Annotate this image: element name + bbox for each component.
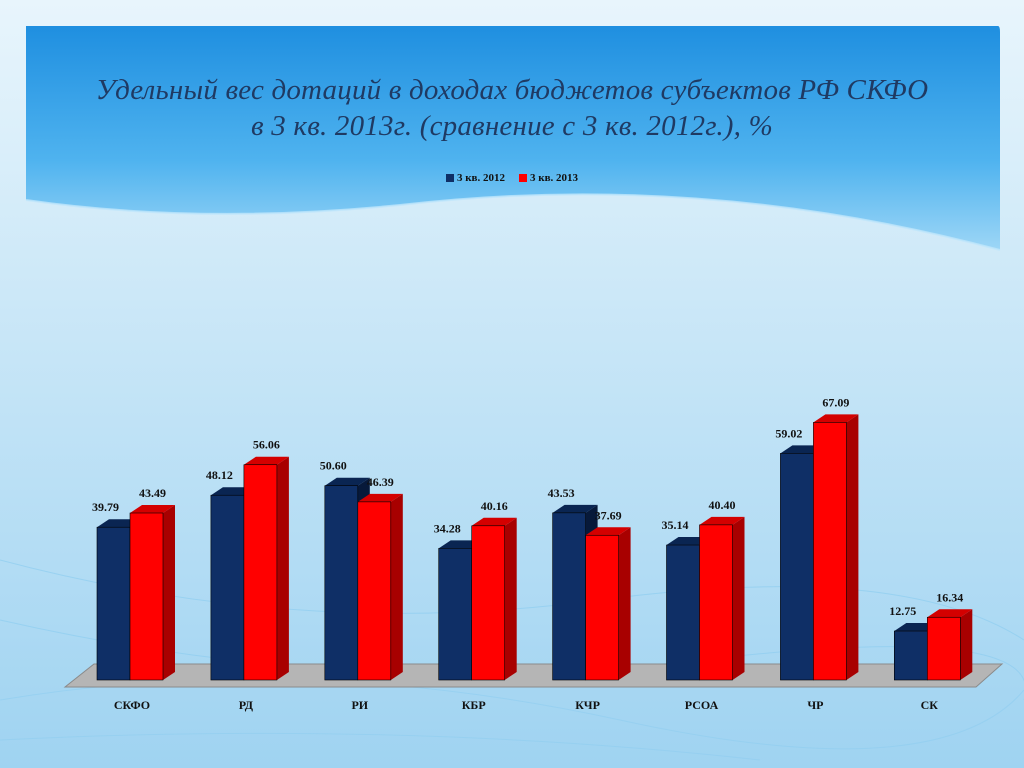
data-label: 67.09 <box>822 395 849 409</box>
bar-side <box>390 493 403 680</box>
bar-front <box>129 512 164 681</box>
x-tick-label: СКФО <box>114 698 150 712</box>
data-label: 56.06 <box>253 438 280 452</box>
data-label: 48.12 <box>206 468 233 482</box>
bar-2013-3 <box>471 517 517 681</box>
data-label: 39.79 <box>92 500 119 514</box>
bar-side <box>960 609 973 680</box>
bar-side <box>732 516 745 680</box>
data-label: 12.75 <box>889 604 916 618</box>
bar-top <box>813 414 859 423</box>
data-label: 43.53 <box>548 486 575 500</box>
bar-front <box>438 548 473 681</box>
bar-front <box>96 526 131 681</box>
x-tick-label: РСОА <box>685 698 719 712</box>
legend-swatch-2012 <box>445 174 454 182</box>
bar-side <box>846 414 859 680</box>
bar-top <box>324 477 370 486</box>
bar-top <box>585 527 631 536</box>
chart-floor <box>63 663 1004 688</box>
chart-title-line-1: Удельный вес дотаций в доходах бюджетов … <box>95 74 929 106</box>
bar-front <box>243 464 278 681</box>
legend-swatch-2013 <box>519 174 527 182</box>
x-tick-label: РД <box>239 698 254 712</box>
bar-top <box>927 609 973 618</box>
bar-front <box>357 501 392 681</box>
data-label: 59.02 <box>775 426 802 440</box>
bar-top <box>699 516 745 525</box>
bar-front <box>813 422 847 681</box>
bar-side <box>618 527 631 680</box>
bar-2013-1 <box>243 456 289 681</box>
bar-2013-0 <box>129 504 175 681</box>
bar-2013-7 <box>926 609 973 681</box>
chart-title: Удельный вес дотаций в доходах бюджетов … <box>30 72 994 144</box>
bar-front <box>666 544 700 681</box>
bar-front <box>471 525 506 681</box>
bar-front <box>893 630 928 681</box>
bar-2013-4 <box>585 527 631 681</box>
bar-top <box>243 456 289 465</box>
bar-top <box>357 493 403 502</box>
bar-2013-6 <box>813 414 859 681</box>
bar-front <box>585 534 619 681</box>
bar-top <box>130 504 175 513</box>
bar-front <box>324 485 359 681</box>
bar-front <box>699 524 733 681</box>
legend-item-2012: 3 кв. 2012 <box>445 172 505 184</box>
bar-front <box>926 616 961 681</box>
bar-top <box>552 504 598 513</box>
bar-front <box>552 512 586 681</box>
legend-item-2013: 3 кв. 2013 <box>519 172 578 184</box>
data-label: 37.69 <box>595 508 622 522</box>
chart-title-line-2: в 3 кв. 2013г. (сравнение с 3 кв. 2012г.… <box>251 110 773 142</box>
bar-side <box>163 504 175 680</box>
bar-front <box>780 453 814 681</box>
bar-2013-5 <box>699 516 745 681</box>
data-label: 34.28 <box>434 521 461 535</box>
data-label: 46.39 <box>367 475 394 489</box>
bar-side <box>504 517 517 680</box>
data-label: 43.49 <box>139 486 166 500</box>
data-label: 50.60 <box>320 459 347 473</box>
bar-top <box>471 517 517 526</box>
data-label: 35.14 <box>662 518 689 532</box>
data-label: 16.34 <box>936 590 963 604</box>
data-label: 40.16 <box>481 499 508 513</box>
x-tick-label: КБР <box>462 698 486 712</box>
x-tick-label: КЧР <box>575 698 600 712</box>
x-tick-label: СК <box>921 698 939 712</box>
chart-legend: 3 кв. 2012 3 кв. 2013 <box>0 172 1024 184</box>
data-label: 40.40 <box>709 498 736 512</box>
legend-label-2012: 3 кв. 2012 <box>456 172 505 184</box>
bar-front <box>210 494 245 681</box>
legend-label-2013: 3 кв. 2013 <box>530 172 579 184</box>
bar-2013-2 <box>357 493 403 681</box>
x-tick-label: ЧР <box>807 698 823 712</box>
bar-side <box>276 456 289 680</box>
x-tick-label: РИ <box>351 698 368 712</box>
